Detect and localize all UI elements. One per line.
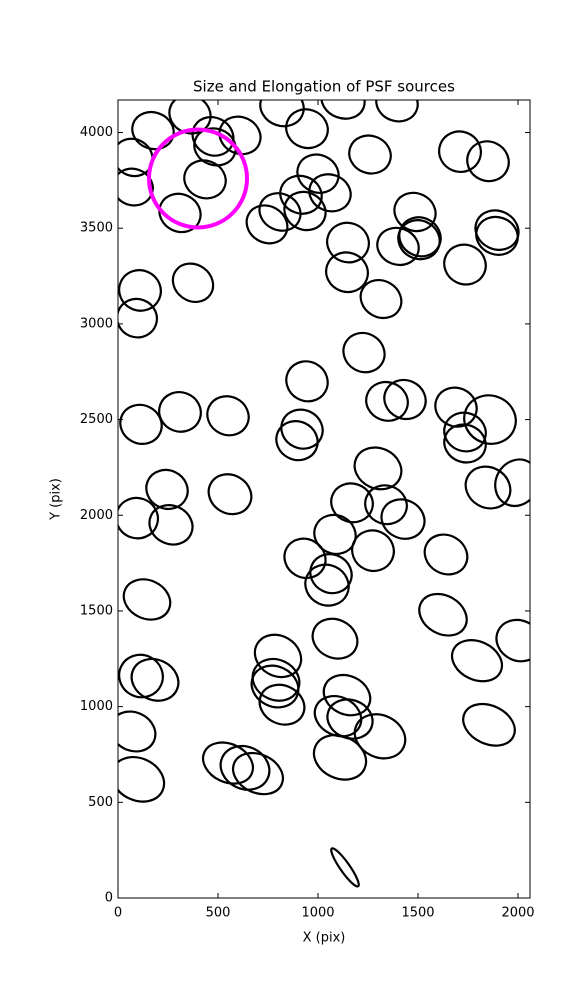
psf-ellipse (285, 360, 329, 403)
psf-ellipse (353, 446, 403, 491)
y-tick-label: 4000 (80, 125, 113, 140)
psf-ellipse (275, 420, 319, 462)
psf-ellipse (304, 563, 350, 607)
y-tick-label: 3000 (80, 316, 113, 331)
y-tick-label: 1500 (80, 603, 113, 618)
psf-ellipse (443, 243, 487, 286)
psf-ellipse (207, 473, 253, 516)
psf-ellipse (309, 553, 353, 595)
psf-ellipse (283, 190, 327, 232)
psf-ellipse (191, 115, 235, 157)
psf-ellipse (118, 710, 157, 753)
psf-ellipse (475, 215, 519, 256)
psf-ellipse (330, 482, 374, 524)
psf-ellipse (397, 219, 441, 261)
psf-ellipse (130, 657, 180, 702)
psf-ellipse (285, 108, 329, 150)
psf-ellipse (376, 226, 420, 267)
y-tick-label: 2500 (80, 412, 113, 427)
psf-ellipse (206, 395, 250, 437)
psf-ellipse (364, 484, 408, 526)
psf-ellipse (245, 204, 289, 245)
psf-ellipse (380, 498, 426, 540)
psf-ellipse (353, 713, 407, 760)
plot-area (118, 100, 530, 888)
psf-ellipse (466, 140, 510, 183)
psf-ellipse (438, 130, 482, 173)
psf-ellipse (495, 618, 530, 663)
psf-ellipse (311, 617, 359, 660)
x-tick-label: 2000 (501, 906, 534, 921)
psf-ellipse (494, 458, 530, 508)
chart-title: Size and Elongation of PSF sources (193, 78, 455, 96)
psf-ellipse (418, 592, 468, 637)
psf-ellipse (325, 251, 369, 294)
psf-ellipse (326, 221, 370, 264)
psf-ellipse (308, 173, 352, 213)
psf-ellipse (118, 653, 164, 699)
x-tick-label: 1500 (401, 906, 434, 921)
psf-ellipse (118, 756, 166, 803)
psf-ellipse (312, 734, 368, 781)
psf-ellipse (351, 529, 395, 573)
psf-ellipse (231, 751, 285, 796)
psf-ellipse (122, 578, 172, 621)
y-tick-label: 3500 (80, 221, 113, 236)
psf-ellipse (279, 174, 323, 215)
psf-ellipse (119, 403, 163, 445)
y-tick-label: 2000 (80, 508, 113, 523)
y-tick-label: 1000 (80, 699, 113, 714)
x-tick-label: 500 (206, 906, 231, 921)
psf-ellipse (219, 744, 271, 791)
x-tick-label: 0 (114, 906, 122, 921)
psf-ellipse (359, 278, 403, 320)
psf-ellipse (462, 702, 516, 747)
psf-ellipse (171, 262, 215, 304)
psf-ellipse (193, 127, 237, 167)
psf-ellipse (393, 191, 437, 233)
y-axis-label: Y (pix) (49, 478, 64, 521)
psf-ellipse (280, 408, 324, 450)
x-tick-label: 1000 (301, 906, 334, 921)
psf-ellipse (375, 100, 419, 123)
psf-ellipse (218, 115, 262, 156)
y-tick-label: 500 (88, 795, 113, 810)
psf-ellipse (148, 504, 194, 546)
psf-ellipse (283, 537, 327, 580)
psf-ellipse (443, 423, 487, 464)
psf-ellipse (464, 465, 512, 510)
highlight-circle (147, 127, 249, 230)
psf-ellipse (423, 533, 469, 576)
psf-ellipse (463, 394, 517, 445)
psf-ellipse (250, 664, 300, 709)
psf-ellipse (322, 673, 372, 717)
y-tick-label: 0 (105, 891, 113, 906)
psf-ellipse (158, 391, 202, 433)
axes-frame (117, 99, 531, 899)
psf-ellipse (158, 192, 202, 234)
psf-ellipse (258, 683, 306, 726)
psf-ellipse (383, 378, 427, 421)
psf-ellipse (330, 847, 360, 888)
psf-ellipse (183, 159, 227, 200)
psf-ellipse (253, 633, 303, 679)
psf-ellipse (342, 331, 386, 374)
psf-ellipse (258, 192, 302, 232)
x-axis-label: X (pix) (303, 931, 346, 946)
psf-ellipse (450, 639, 504, 683)
psf-ellipse (259, 100, 305, 128)
psf-ellipse (118, 269, 162, 312)
psf-ellipse (348, 134, 392, 175)
psf-ellipse (320, 100, 366, 120)
psf-ellipse (118, 496, 159, 540)
